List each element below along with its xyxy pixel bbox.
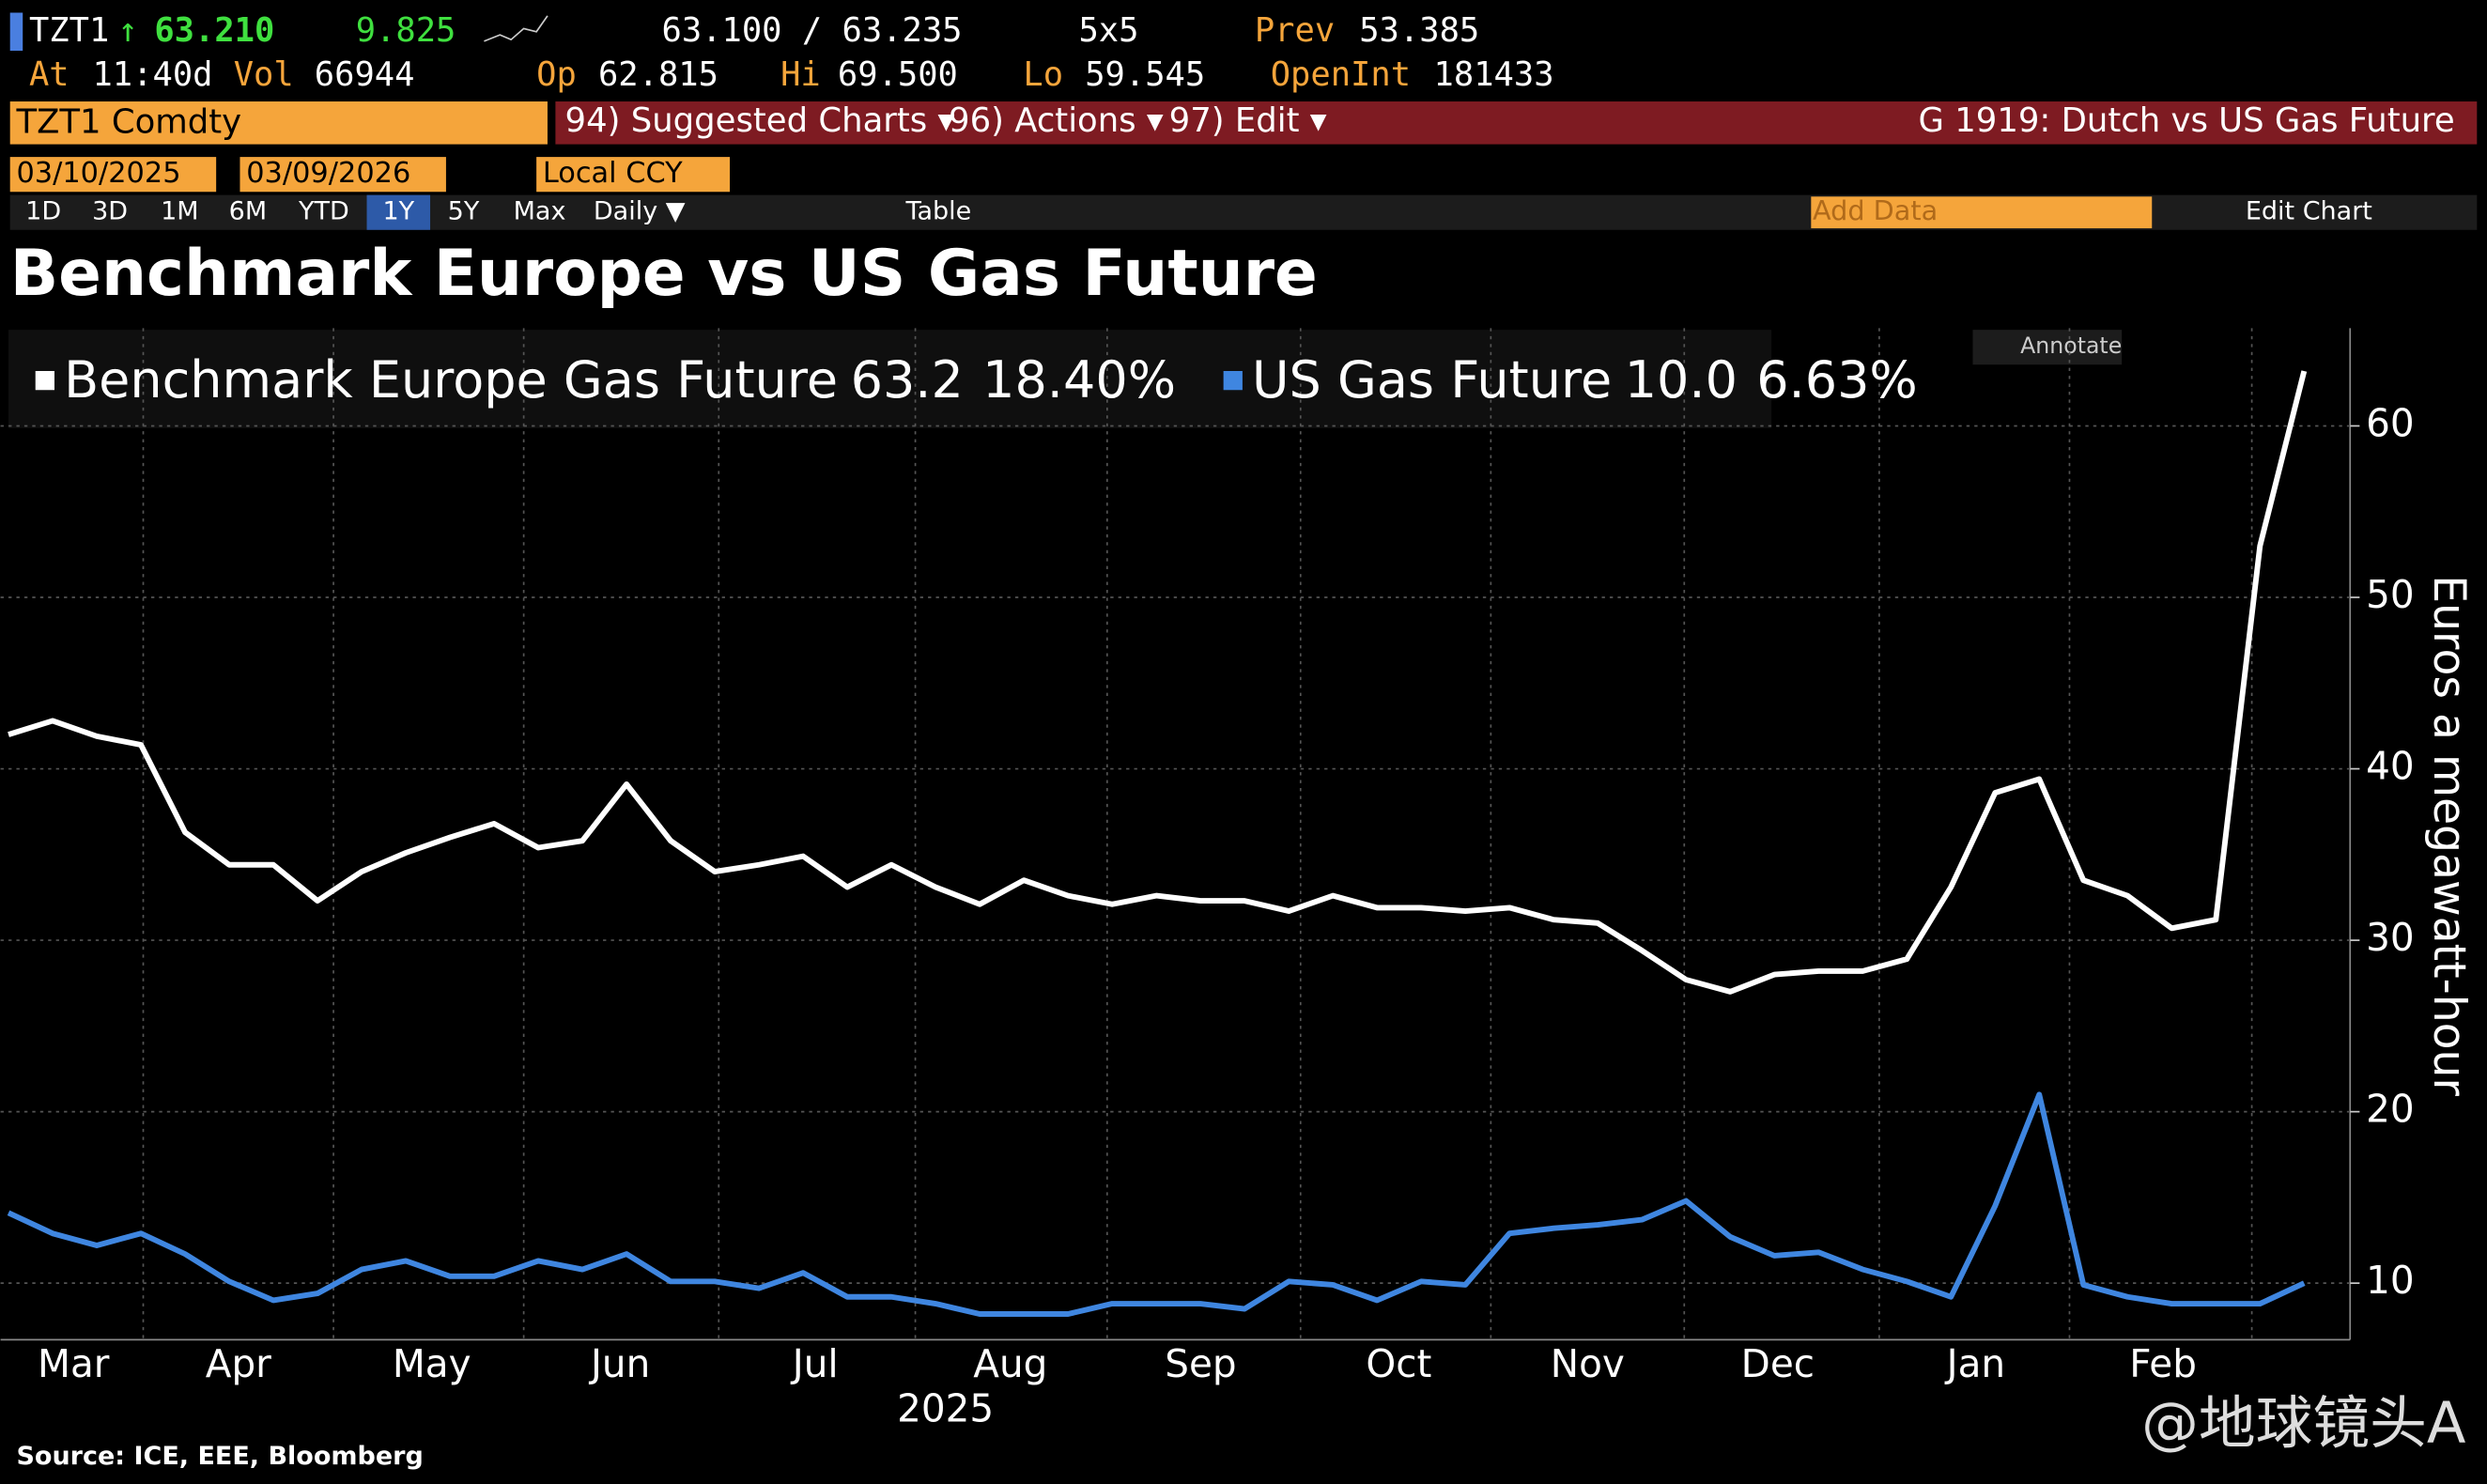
value: 69.500	[838, 55, 958, 94]
period-selected	[366, 194, 431, 230]
x-tick-label: Feb	[2129, 1341, 2197, 1386]
y-axis-label: Euros a megawatt-hour	[2423, 575, 2475, 1096]
series-line	[7, 1091, 2306, 1317]
menu-bar	[555, 101, 2478, 145]
label: Vol	[234, 55, 294, 94]
ticker-marker	[9, 12, 23, 52]
size: 5x5	[1078, 11, 1138, 50]
period-button[interactable]: 1Y	[382, 197, 414, 226]
period-button[interactable]: 3D	[92, 197, 128, 226]
period-button[interactable]: YTD	[298, 197, 349, 226]
currency-box[interactable]	[536, 157, 731, 193]
y-tick-label: 30	[2366, 915, 2415, 960]
y-tick-label: 10	[2366, 1258, 2415, 1303]
annotate-button[interactable]	[1972, 330, 2123, 365]
y-tick-label: 50	[2366, 572, 2415, 617]
legend-pct: 18.40%	[982, 350, 1176, 410]
period-button[interactable]: 5Y	[448, 197, 480, 226]
legend-last: 10.0	[1625, 350, 1738, 410]
menu-item[interactable]: 94) Suggested Charts ▾	[565, 101, 955, 140]
annotate[interactable]: Annotate	[2020, 332, 2122, 359]
year-label: 2025	[897, 1385, 994, 1430]
series-line	[8, 370, 2308, 995]
x-tick-label: Mar	[38, 1341, 110, 1386]
add-data[interactable]: Add Data	[1813, 194, 1938, 226]
edit-chart[interactable]: Edit Chart	[2246, 197, 2372, 226]
security[interactable]: TZT1 Comdty	[15, 103, 241, 142]
date-box[interactable]	[9, 157, 217, 193]
security-box[interactable]	[9, 101, 548, 145]
legend-swatch	[1223, 371, 1243, 391]
value: 62.815	[598, 55, 718, 94]
ticker: TZT1	[29, 11, 109, 50]
chart-title: Benchmark Europe vs US Gas Future	[10, 236, 1318, 310]
arrow: ↑	[117, 11, 137, 50]
period-button[interactable]: Max	[514, 197, 566, 226]
label: Prev	[1255, 11, 1335, 50]
period-button[interactable]: 1M	[161, 197, 198, 226]
date-box[interactable]	[239, 157, 446, 193]
value: 53.385	[1359, 11, 1479, 50]
label: OpenInt	[1271, 55, 1411, 94]
sparkline	[484, 15, 548, 42]
x-tick-label: Apr	[206, 1341, 271, 1386]
legend-name: US Gas Future	[1252, 350, 1612, 410]
y-tick-label: 40	[2366, 744, 2415, 789]
x-tick-label: Sep	[1165, 1341, 1236, 1386]
currency[interactable]: Local CCY	[543, 157, 683, 190]
x-tick-label: Jun	[588, 1341, 650, 1386]
bid-ask: 63.100 / 63.235	[661, 11, 962, 50]
legend-swatch	[35, 371, 54, 391]
end-date[interactable]: 03/09/2026	[246, 157, 410, 190]
value: 11:40d	[92, 55, 212, 94]
x-tick-label: Jul	[790, 1341, 839, 1386]
period-button[interactable]: 1D	[25, 197, 61, 226]
value: 66944	[315, 55, 415, 94]
x-tick-label: Aug	[973, 1341, 1047, 1386]
y-tick-label: 20	[2366, 1087, 2415, 1132]
x-tick-label: Nov	[1551, 1341, 1625, 1386]
start-date[interactable]: 03/10/2025	[16, 157, 180, 190]
add-data-box[interactable]	[1811, 196, 2153, 229]
x-tick-label: Dec	[1741, 1341, 1815, 1386]
label: Hi	[780, 55, 821, 94]
menu-item[interactable]: 96) Actions ▾	[949, 101, 1164, 140]
x-tick-label: Jan	[1944, 1341, 2005, 1386]
legend-pct: 6.63%	[1756, 350, 1918, 410]
watermark: @地球镜头A	[2141, 1391, 2466, 1457]
last-price: 63.210	[154, 11, 274, 50]
x-tick-label: Oct	[1366, 1341, 1431, 1386]
label: Op	[536, 55, 577, 94]
table-button[interactable]: Table	[904, 197, 971, 226]
change: 9.825	[356, 11, 456, 50]
legend-name: Benchmark Europe Gas Future	[64, 350, 838, 410]
y-tick-label: 60	[2366, 400, 2415, 445]
value: 59.545	[1085, 55, 1205, 94]
label: At	[29, 55, 70, 94]
legend-last: 63.2	[851, 350, 964, 410]
legend-box	[8, 330, 1772, 428]
source: Source: ICE, EEE, Bloomberg	[16, 1442, 423, 1471]
frequency[interactable]: Daily ▼	[594, 197, 686, 226]
page-title: G 1919: Dutch vs US Gas Future	[1919, 101, 2455, 140]
menu-item[interactable]: 97) Edit ▾	[1169, 101, 1327, 140]
period-button[interactable]: 6M	[229, 197, 267, 226]
label: Lo	[1023, 55, 1063, 94]
value: 181433	[1434, 55, 1554, 94]
x-tick-label: May	[393, 1341, 471, 1386]
